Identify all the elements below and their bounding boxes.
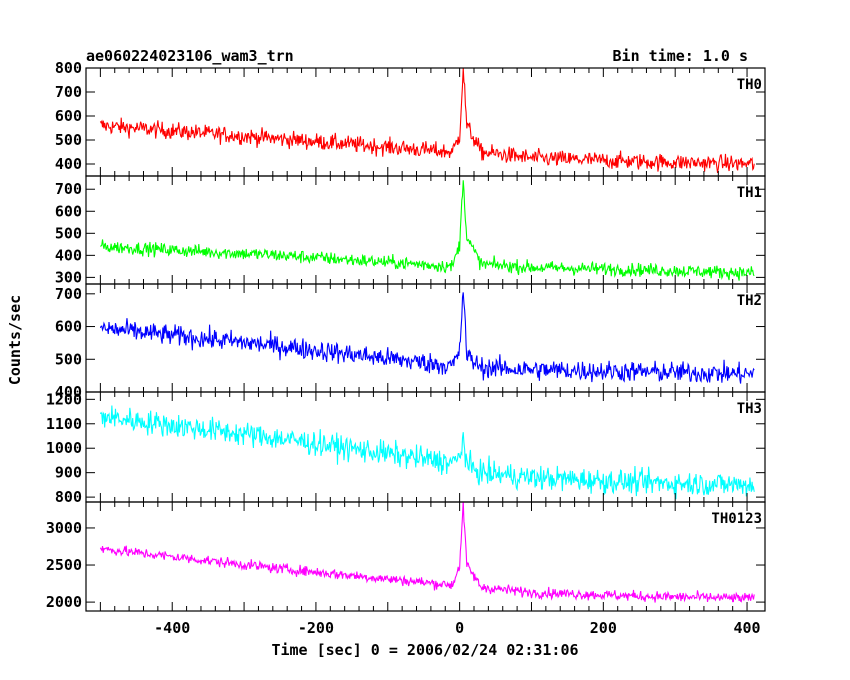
y-tick-label: 1100 [46, 415, 82, 433]
y-tick-label: 700 [55, 180, 82, 198]
y-tick-label: 1000 [46, 439, 82, 457]
y-tick-label: 700 [55, 285, 82, 303]
series-line-th3 [99, 405, 755, 500]
panel-th3: 800 900 1000 1100 1200 TH3 [46, 390, 766, 506]
y-tick-label: 900 [55, 464, 82, 482]
panels-group: 400 500 600 700 800 TH0 300 400 500 600 700 TH1 400 5… [46, 59, 766, 637]
series-line-th0123 [99, 502, 755, 603]
x-tick-label: -200 [298, 619, 334, 637]
panel-label: TH3 [737, 401, 762, 417]
y-tick-label: 500 [55, 350, 82, 368]
series-line-th1 [100, 180, 755, 281]
y-tick-label: 600 [55, 107, 82, 125]
y-tick-label: 400 [55, 246, 82, 264]
y-tick-label: 500 [55, 131, 82, 149]
x-tick-label: -400 [154, 619, 190, 637]
x-tick-label: 400 [733, 619, 760, 637]
panel-label: TH1 [737, 185, 762, 201]
y-tick-label: 700 [55, 83, 82, 101]
x-tick-label: 200 [590, 619, 617, 637]
bin-time-label: Bin time: 1.0 s [613, 47, 748, 65]
panel-label: TH0 [737, 77, 762, 93]
y-tick-label: 500 [55, 224, 82, 242]
panel-label: TH0123 [711, 511, 762, 527]
y-tick-label: 800 [55, 488, 82, 506]
y-tick-label: 400 [55, 155, 82, 173]
x-axis-title: Time [sec] 0 = 2006/02/24 02:31:06 [271, 641, 578, 659]
y-tick-label: 400 [55, 383, 82, 401]
panel-label: TH2 [737, 293, 762, 309]
y-tick-label: 3000 [46, 519, 82, 537]
y-axis-title: Counts/sec [6, 295, 24, 385]
panel-frame [85, 175, 766, 285]
panel-th0123: 2000 2500 3000 TH0123 [46, 501, 766, 612]
series-line-th0 [99, 68, 755, 174]
series-line-th2 [99, 292, 755, 384]
y-tick-label: 300 [55, 268, 82, 286]
y-tick-label: 1200 [46, 390, 82, 408]
y-tick-label: 2000 [46, 593, 82, 611]
y-tick-label: 600 [55, 202, 82, 220]
y-tick-label: 800 [55, 59, 82, 77]
panel-th1: 300 400 500 600 700 TH1 [55, 175, 766, 286]
y-tick-label: 2500 [46, 556, 82, 574]
panel-frame [85, 501, 766, 612]
chart-title: ae060224023106_wam3_trn [86, 47, 294, 65]
panel-th2: 400 500 600 700 TH2 [55, 283, 766, 401]
y-tick-label: 600 [55, 318, 82, 336]
panel-th0: 400 500 600 700 800 TH0 [55, 59, 766, 177]
x-tick-label: 0 [455, 619, 464, 637]
